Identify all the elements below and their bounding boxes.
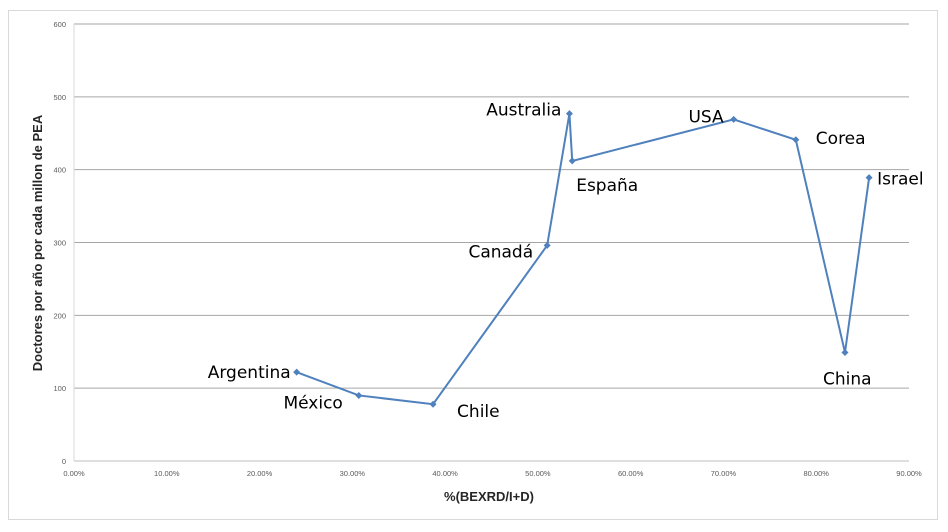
y-tick-label: 100 <box>53 384 66 393</box>
series-line <box>293 110 873 408</box>
x-axis-title: %(BEXRD/I+D) <box>444 489 534 504</box>
y-tick-label: 500 <box>53 93 66 102</box>
x-tick-label: 20.00% <box>247 469 273 478</box>
y-axis-title: Doctores por año por cada millon de PEA <box>30 114 45 371</box>
data-label: Canadá <box>468 242 533 262</box>
data-point-marker <box>355 391 363 399</box>
data-point-marker <box>792 136 800 144</box>
data-label: España <box>576 176 638 196</box>
x-tick-label: 40.00% <box>432 469 458 478</box>
data-label: Australia <box>486 101 561 121</box>
data-label: Corea <box>816 129 866 149</box>
data-label: Israel <box>877 170 923 190</box>
x-tick-label: 70.00% <box>711 469 737 478</box>
data-point-marker <box>730 115 738 123</box>
point-labels: Argentina México Chile Canadá Australia Españ… <box>208 101 924 423</box>
x-tick-label: 10.00% <box>154 469 180 478</box>
x-tick-label: 80.00% <box>804 469 830 478</box>
data-label: Argentina <box>208 363 291 383</box>
series-polyline <box>296 113 871 406</box>
data-label: China <box>823 369 872 389</box>
x-tick-label: 0.00% <box>63 469 85 478</box>
data-label: Chile <box>457 402 500 422</box>
y-tick-label: 0 <box>62 457 66 466</box>
chart-frame <box>8 10 938 520</box>
y-tick-label: 200 <box>53 311 66 320</box>
data-label: USA <box>688 107 724 127</box>
y-tick-label: 400 <box>53 166 66 175</box>
y-tick-labels: 0 100 200 300 400 500 600 <box>53 20 66 466</box>
gridlines <box>73 23 909 462</box>
x-tick-label: 30.00% <box>340 469 366 478</box>
x-tick-labels: 0.00% 10.00% 20.00% 30.00% 40.00% 50.00% 60.00… <box>63 469 922 478</box>
y-tick-label: 600 <box>53 20 66 29</box>
data-point-marker <box>841 348 849 356</box>
y-tick-label: 300 <box>53 239 66 248</box>
data-point-marker <box>543 241 551 249</box>
data-point-marker <box>429 400 437 408</box>
data-label: México <box>283 393 342 413</box>
x-tick-label: 90.00% <box>896 469 922 478</box>
x-tick-label: 60.00% <box>618 469 644 478</box>
x-tick-label: 50.00% <box>525 469 551 478</box>
data-point-marker <box>568 157 576 165</box>
data-point-marker <box>293 368 301 376</box>
data-point-marker <box>865 174 873 182</box>
data-point-marker <box>565 110 573 118</box>
